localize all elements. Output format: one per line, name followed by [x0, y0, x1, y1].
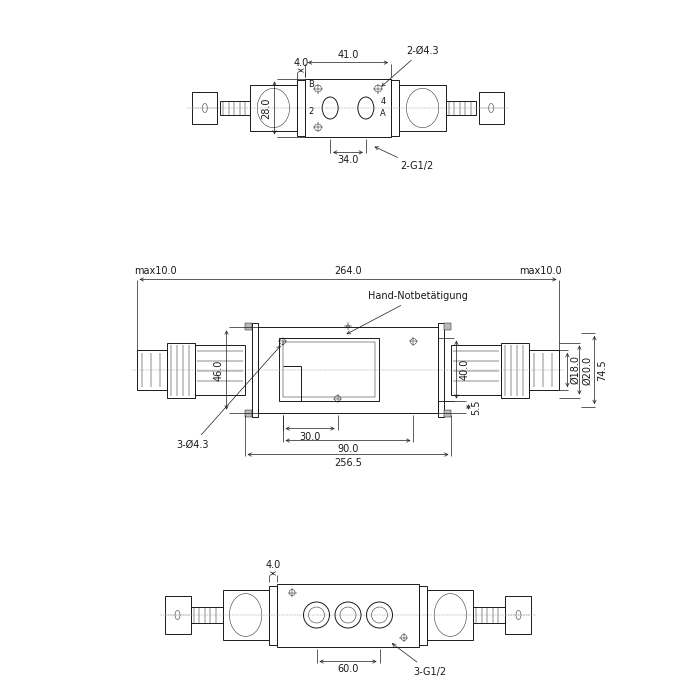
Bar	[222, 590, 269, 641]
Bar	[479, 92, 504, 124]
Text: 3-G1/2: 3-G1/2	[392, 643, 446, 676]
Bar	[279, 337, 378, 402]
Text: Ø20.0: Ø20.0	[583, 356, 592, 384]
Text: 34.0: 34.0	[337, 155, 359, 165]
Text: 74.5: 74.5	[597, 359, 607, 381]
Text: B: B	[308, 80, 314, 89]
Bar	[194, 345, 245, 395]
Text: 4.0: 4.0	[293, 57, 308, 68]
Bar	[137, 350, 167, 390]
Text: 5.5: 5.5	[471, 399, 482, 415]
Bar	[167, 342, 194, 398]
Text: 264.0: 264.0	[334, 267, 362, 276]
Bar	[391, 80, 399, 136]
Text: max10.0: max10.0	[135, 267, 177, 276]
Bar	[530, 350, 560, 390]
Text: 2-G1/2: 2-G1/2	[375, 147, 434, 172]
Bar	[245, 323, 252, 330]
Bar	[427, 590, 473, 641]
Text: 41.0: 41.0	[337, 50, 359, 60]
Text: 30.0: 30.0	[300, 431, 321, 442]
Bar	[283, 342, 375, 398]
Text: 4: 4	[381, 97, 385, 106]
Text: 40.0: 40.0	[459, 359, 469, 380]
Bar	[445, 410, 452, 416]
Bar	[164, 596, 190, 634]
Bar	[296, 80, 305, 136]
Bar	[220, 101, 250, 115]
Text: Ø18.0: Ø18.0	[570, 356, 581, 384]
Bar	[445, 101, 475, 115]
Bar	[305, 78, 391, 137]
Text: max10.0: max10.0	[519, 267, 561, 276]
Text: 2: 2	[308, 106, 314, 116]
Bar	[277, 584, 419, 647]
Text: A: A	[380, 108, 386, 118]
Text: 3-Ø4.3: 3-Ø4.3	[176, 346, 280, 449]
Bar	[269, 585, 277, 645]
Bar	[452, 345, 501, 395]
Bar	[505, 596, 532, 634]
Bar	[501, 342, 530, 398]
Text: 28.0: 28.0	[261, 97, 272, 119]
Bar	[250, 85, 296, 131]
Bar	[252, 323, 258, 416]
Bar	[419, 585, 427, 645]
Text: Hand-Notbetätigung: Hand-Notbetätigung	[347, 291, 468, 334]
Bar	[399, 85, 445, 131]
Bar	[245, 410, 252, 416]
Bar	[258, 328, 438, 412]
Text: 46.0: 46.0	[213, 359, 224, 381]
Text: 2-Ø4.3: 2-Ø4.3	[382, 46, 438, 86]
Text: 60.0: 60.0	[337, 664, 359, 675]
Bar	[445, 323, 452, 330]
Bar	[190, 607, 222, 623]
Text: 4.0: 4.0	[266, 561, 281, 570]
Bar	[473, 607, 505, 623]
Text: 256.5: 256.5	[334, 458, 362, 468]
Bar	[192, 92, 217, 124]
Bar	[438, 323, 445, 416]
Text: 90.0: 90.0	[337, 444, 359, 454]
